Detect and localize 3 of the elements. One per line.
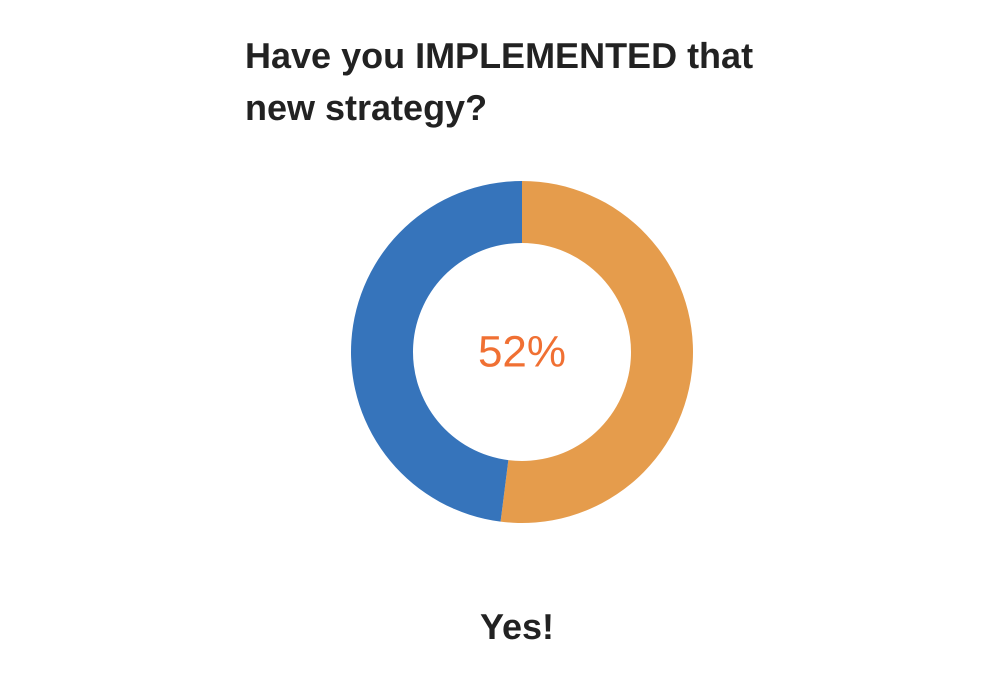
text: Yes! xyxy=(478,606,556,648)
data-label: 52% xyxy=(478,328,566,376)
chart-title: Have you IMPLEMENTED that new strategy? xyxy=(245,34,754,130)
